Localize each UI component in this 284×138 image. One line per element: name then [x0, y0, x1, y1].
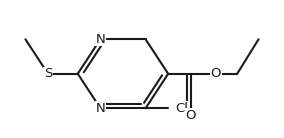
Text: N: N [95, 102, 105, 115]
Text: O: O [210, 67, 221, 80]
Text: S: S [44, 67, 52, 80]
Text: Cl: Cl [175, 102, 188, 115]
Text: O: O [185, 109, 196, 122]
Text: N: N [95, 33, 105, 46]
